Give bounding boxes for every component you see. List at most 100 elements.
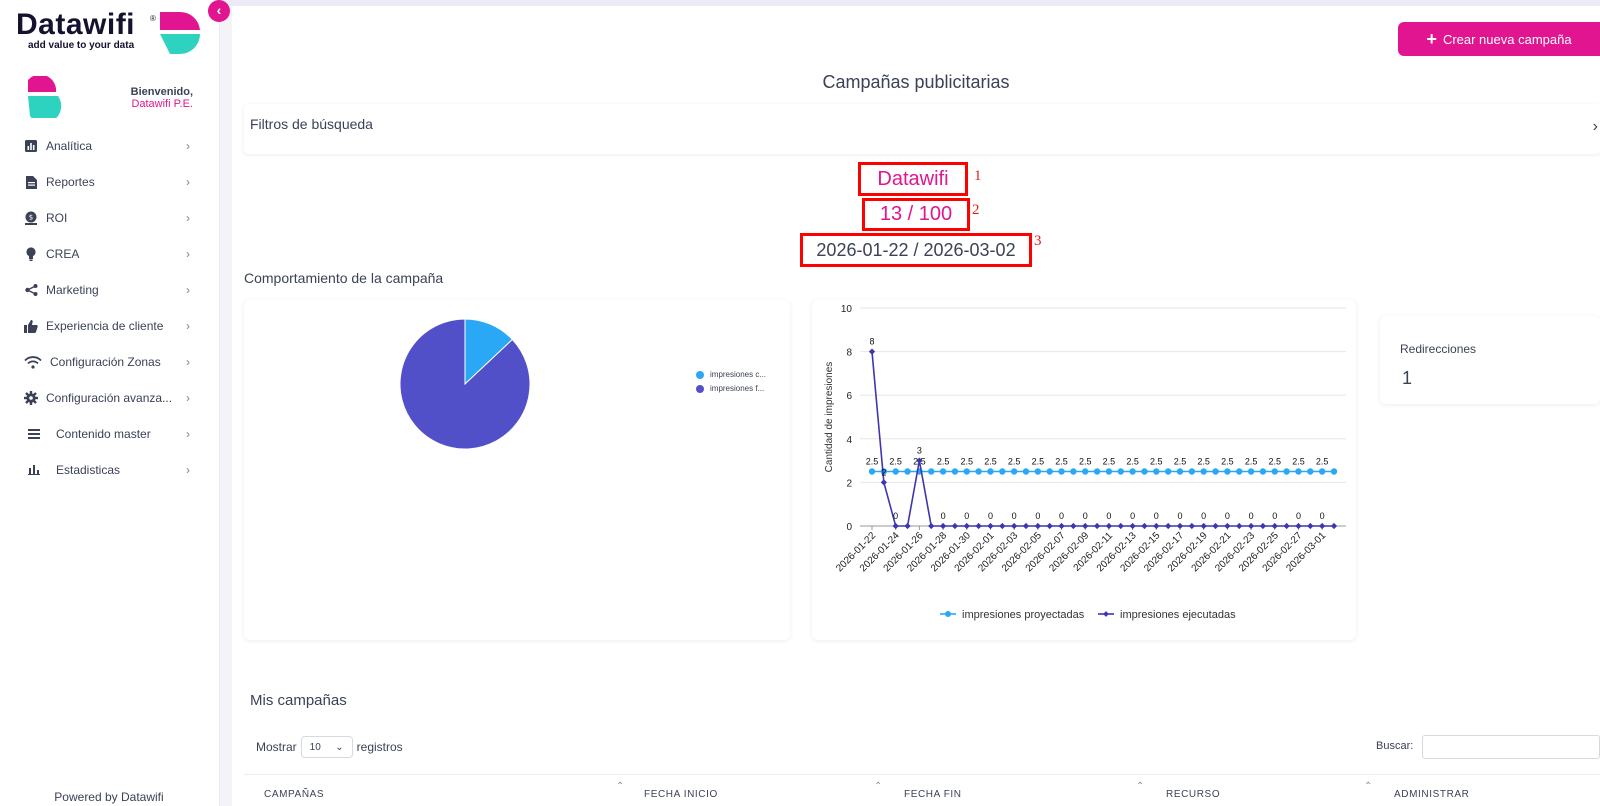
money-icon: $ [24, 211, 38, 225]
data-point [987, 522, 994, 530]
gear-icon [24, 391, 38, 405]
sidebar-nav: Analítica › Reportes › $ ROI › CREA › Ma… [0, 128, 218, 488]
data-label: 0 [1130, 511, 1135, 521]
sort-icon[interactable]: ⌃ [1364, 781, 1373, 792]
data-point [1011, 522, 1018, 530]
data-point [1105, 522, 1113, 530]
user-name: Datawifi P.E. [131, 98, 193, 110]
avatar[interactable] [22, 74, 62, 124]
data-point [1200, 522, 1207, 530]
y-tick-label: 0 [846, 522, 852, 533]
sidebar-item-configuracion-avanzada[interactable]: Configuración avanza... › [0, 380, 218, 416]
bar-chart-icon [24, 463, 44, 477]
search-input[interactable] [1422, 735, 1600, 759]
data-label: 0 [1106, 511, 1111, 521]
sidebar-item-experiencia-cliente[interactable]: Experiencia de cliente › [0, 308, 218, 344]
data-point [1271, 522, 1278, 530]
search-filters-panel[interactable]: Filtros de búsqueda › [244, 104, 1600, 154]
data-label: 2.5 [937, 457, 950, 467]
pie-legend-item[interactable]: impresiones f... [696, 384, 766, 393]
collapse-sidebar-button[interactable]: ‹ [208, 0, 230, 22]
analytics-icon [24, 139, 38, 153]
data-label: 0 [1249, 511, 1254, 521]
data-label: 2.5 [1245, 457, 1258, 467]
sort-icon[interactable]: ⌃ [616, 781, 625, 792]
pie-slice [399, 318, 531, 450]
data-point [1295, 468, 1302, 475]
page-size-select[interactable]: 10 ⌄ [300, 736, 353, 758]
data-point [1176, 468, 1184, 475]
series-line [871, 351, 1334, 527]
campaign-name-text: Datawifi [877, 167, 949, 190]
sort-icon[interactable]: ⌃ [874, 781, 883, 792]
data-label: 0 [1083, 511, 1088, 521]
data-label: 2.5 [889, 457, 902, 467]
share-icon [24, 283, 38, 297]
data-point [928, 522, 935, 530]
column-header-recurso[interactable]: RECURSO [1166, 789, 1221, 800]
top-strip [220, 0, 1600, 6]
pie-legend-label: impresiones c... [710, 370, 767, 379]
brand-tagline: add value to your data [28, 40, 135, 51]
data-point [904, 522, 911, 530]
y-tick-label: 2 [846, 478, 852, 489]
data-point [939, 522, 947, 530]
data-point [951, 522, 959, 530]
data-label: 0 [964, 511, 969, 521]
data-point [1058, 522, 1065, 530]
data-label: 2.5 [1221, 457, 1234, 467]
sidebar-item-label: Configuración Zonas [50, 355, 161, 369]
data-point [1082, 522, 1089, 530]
data-point [1105, 468, 1113, 475]
data-point [1153, 522, 1160, 530]
campaign-count-text: 13 / 100 [879, 203, 953, 225]
sidebar-item-crea[interactable]: CREA › [0, 236, 218, 272]
column-header-administrar[interactable]: ADMINISTRAR [1394, 789, 1470, 800]
data-point [1188, 468, 1196, 475]
data-point [1165, 522, 1172, 530]
data-point [1236, 468, 1243, 475]
wifi-icon [24, 355, 42, 369]
chevron-right-icon: › [186, 463, 190, 477]
data-point [975, 522, 982, 530]
data-point [1022, 522, 1030, 530]
data-label: 0 [1272, 511, 1277, 521]
table-header: CAMPAÑAS ⌃ FECHA INICIO ⌃ FECHA FIN ⌃ RE… [244, 774, 1600, 806]
sidebar-item-roi[interactable]: $ ROI › [0, 200, 218, 236]
data-label: 0 [1296, 511, 1301, 521]
data-label: 2.5 [984, 457, 997, 467]
data-point [1034, 468, 1042, 475]
sidebar-item-label: Contenido master [56, 427, 151, 441]
data-point [1188, 522, 1195, 530]
column-header-campanas[interactable]: CAMPAÑAS [264, 789, 325, 800]
sidebar-item-contenido-master[interactable]: Contenido master › [0, 416, 218, 452]
data-point [1319, 522, 1326, 530]
sidebar-item-estadisticas[interactable]: Estadisticas › [0, 452, 218, 488]
brand-name: Datawifi [16, 8, 136, 41]
data-label: 8 [869, 337, 874, 347]
sort-icon[interactable]: ⌃ [1136, 781, 1145, 792]
y-tick-label: 8 [846, 348, 852, 359]
chevron-right-icon: › [186, 391, 190, 405]
column-header-fecha-inicio[interactable]: FECHA INICIO [644, 789, 718, 800]
y-tick-label: 4 [846, 435, 852, 446]
create-campaign-button[interactable]: + Crear nueva campaña [1398, 22, 1600, 56]
sidebar-item-configuracion-zonas[interactable]: Configuración Zonas › [0, 344, 218, 380]
sidebar-item-analitica[interactable]: Analítica › [0, 128, 218, 164]
welcome-block: Bienvenido, Datawifi P.E. [131, 86, 193, 110]
campaign-count: 13 / 100 [862, 198, 970, 231]
data-point [1330, 522, 1338, 530]
sidebar-item-marketing[interactable]: Marketing › [0, 272, 218, 308]
pie-legend-item[interactable]: impresiones c... [696, 370, 766, 379]
data-point [1283, 468, 1290, 475]
column-header-fecha-fin[interactable]: FECHA FIN [904, 789, 962, 800]
data-label: 2.5 [1150, 457, 1163, 467]
data-label: 0 [1320, 511, 1325, 521]
pie-legend: impresiones c... impresiones f... [696, 370, 766, 398]
redirections-card: Redirecciones 1 [1380, 316, 1600, 404]
behavior-title: Comportamiento de la campaña [244, 270, 444, 286]
data-point [1318, 468, 1326, 475]
sidebar-item-reportes[interactable]: Reportes › [0, 164, 218, 200]
annotation-3: 3 [1034, 233, 1042, 249]
brand-logo[interactable]: Datawifi ® add value to your data [16, 8, 206, 60]
